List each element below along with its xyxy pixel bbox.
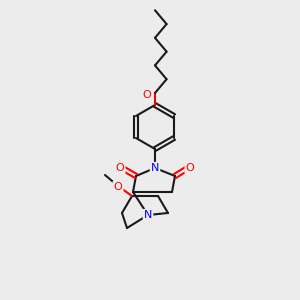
Text: O: O (186, 163, 194, 173)
Text: O: O (142, 90, 152, 100)
Text: N: N (144, 210, 152, 220)
Text: N: N (151, 163, 159, 173)
Text: O: O (116, 163, 124, 173)
Text: O: O (114, 182, 122, 192)
